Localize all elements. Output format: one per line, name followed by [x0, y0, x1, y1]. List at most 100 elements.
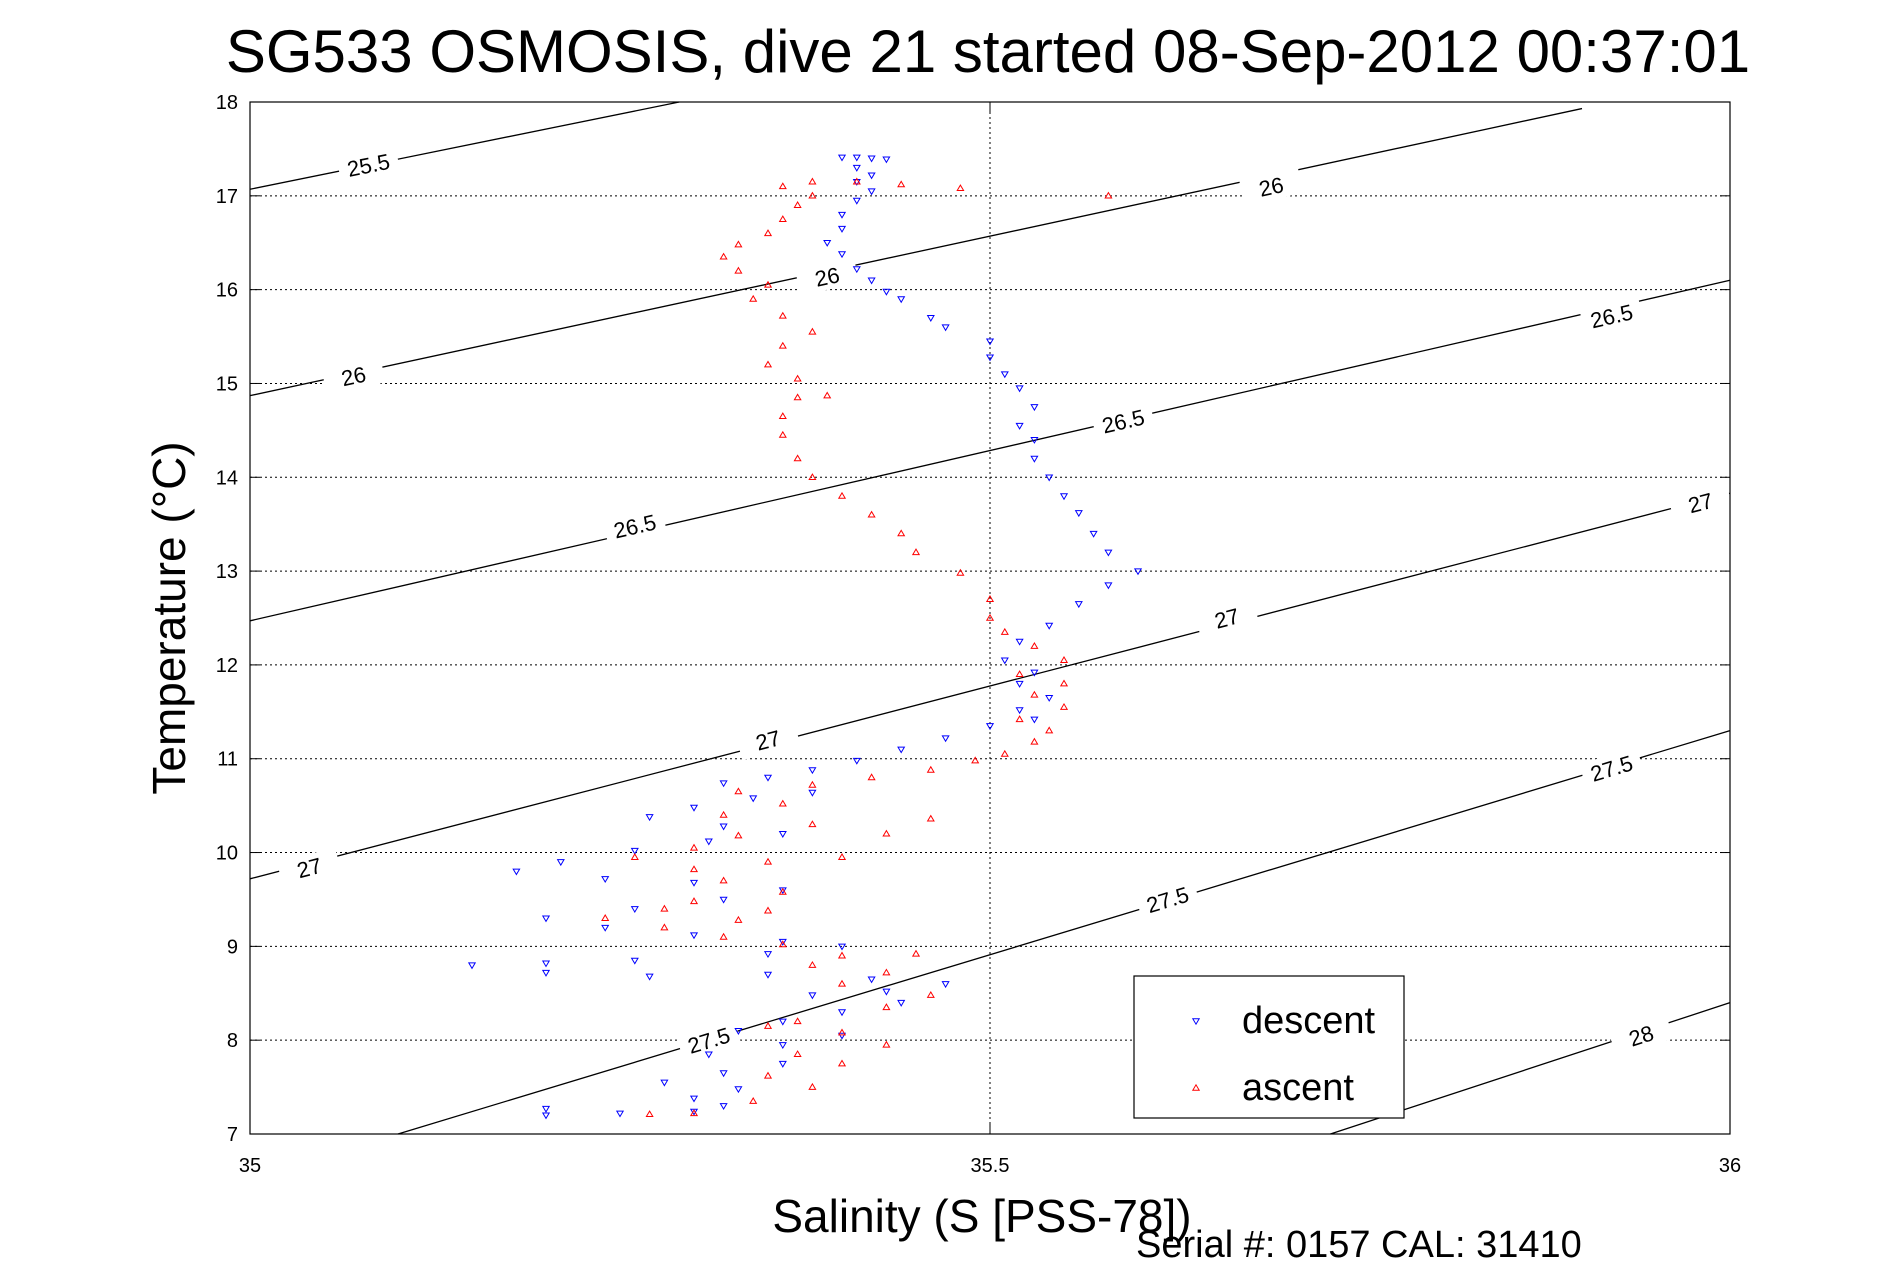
descent-point: [852, 197, 861, 205]
descent-point: [630, 847, 639, 855]
x-tick-label: 35: [239, 1155, 261, 1177]
descent-point: [778, 938, 787, 946]
grid-layer: [250, 102, 1730, 1134]
descent-point: [749, 795, 758, 803]
ascent-point: [763, 229, 773, 237]
descent-point: [882, 988, 891, 996]
legend-descent-label: descent: [1242, 1000, 1376, 1042]
descent-point: [852, 757, 861, 765]
x-tick-label: 36: [1719, 1155, 1741, 1177]
ascent-point: [1000, 749, 1009, 757]
ascent-point: [749, 1096, 758, 1104]
descent-point: [1133, 568, 1143, 576]
ascent-point: [1030, 690, 1039, 698]
descent-point: [1030, 437, 1039, 444]
ascent-point: [763, 906, 773, 914]
ascent-point: [719, 252, 728, 260]
ascent-point: [1015, 715, 1024, 723]
descent-point: [837, 251, 847, 259]
descent-point: [941, 324, 950, 332]
descent-point: [645, 973, 654, 981]
descent-point: [867, 188, 876, 196]
ascent-point: [734, 240, 743, 248]
ascent-point: [837, 951, 847, 959]
descent-point: [867, 155, 876, 163]
descent-point: [1015, 707, 1024, 715]
descent-point: [541, 915, 551, 923]
descent-point: [734, 1086, 743, 1094]
ascent-point: [734, 915, 743, 923]
descent-point: [1000, 371, 1009, 379]
legend-ascent-label: ascent: [1242, 1067, 1354, 1109]
legend-ascent-marker-shape: [1191, 1083, 1201, 1091]
descent-point: [897, 746, 906, 754]
descent-point: [719, 823, 728, 831]
legend: descent ascent: [1133, 975, 1405, 1119]
y-tick-label: 14: [216, 467, 238, 489]
ascent-point: [882, 1040, 891, 1048]
contour-label: 27.5: [685, 1022, 733, 1058]
ascent-point: [808, 960, 817, 968]
ascent-point: [778, 311, 787, 319]
descent-point: [704, 1051, 713, 1059]
descent-point: [852, 266, 861, 274]
descent-point: [541, 969, 551, 977]
contour-label-bg: [1579, 296, 1644, 336]
descent-point: [704, 838, 713, 846]
ascent-point: [793, 454, 802, 462]
ascent-point: [882, 829, 891, 837]
ascent-point: [793, 1050, 802, 1057]
ascent-point: [763, 857, 773, 865]
descent-point: [541, 1112, 551, 1120]
isopycnal-line: [249, 492, 1731, 880]
chart-title: SG533 OSMOSIS, dive 21 started 08-Sep-20…: [226, 18, 1750, 85]
ascent-point: [793, 393, 802, 401]
ascent-point: [867, 510, 876, 518]
ascent-point: [1045, 726, 1054, 734]
ascent-point: [837, 491, 847, 499]
ascent-point: [882, 968, 891, 976]
descent-point: [1045, 622, 1054, 630]
descent-point: [1030, 716, 1039, 724]
contour-label: 26.5: [1588, 299, 1635, 333]
ascent-point: [793, 374, 802, 382]
ascent-point: [1015, 670, 1024, 678]
ascent-point: [778, 215, 787, 223]
contour-label-bg: [795, 257, 860, 296]
isopycnal-line: [397, 729, 1731, 1135]
ascent-point: [956, 184, 965, 192]
legend-box: [1133, 975, 1405, 1119]
descent-point: [719, 896, 728, 904]
ascent-point: [689, 897, 699, 905]
descent-point: [852, 154, 861, 162]
ascent-point: [956, 568, 965, 576]
contour-label: 26: [339, 362, 368, 392]
descent-point: [630, 957, 639, 965]
contour-label-bg: [1091, 401, 1156, 441]
contour-label: 27: [1212, 603, 1242, 633]
ascent-point: [971, 756, 980, 764]
contour-label: 27: [753, 725, 783, 755]
descent-point: [837, 154, 847, 162]
ascent-point: [645, 1110, 654, 1118]
descent-point: [778, 1060, 787, 1068]
ascent-point: [985, 595, 995, 602]
descent-point: [556, 859, 565, 867]
descent-point: [1059, 493, 1069, 501]
ascent-point: [734, 831, 743, 839]
contour-label: 27: [1686, 488, 1716, 518]
descent-point: [1030, 455, 1039, 463]
y-tick-label: 12: [216, 655, 238, 677]
ascent-point: [1059, 702, 1069, 710]
ascent-point: [689, 865, 699, 873]
descent-point: [837, 225, 847, 233]
ascent-point: [601, 914, 610, 921]
ascent-point: [778, 887, 787, 895]
ascent-point: [867, 773, 876, 781]
descent-point: [467, 962, 477, 970]
descent-point: [852, 164, 861, 172]
tick-layer: 35 35.5 36 7 8 9 10 11 12 13 14 15 16 17 18: [216, 92, 1741, 1177]
ascent-point: [689, 843, 699, 851]
ascent-point: [763, 280, 773, 288]
